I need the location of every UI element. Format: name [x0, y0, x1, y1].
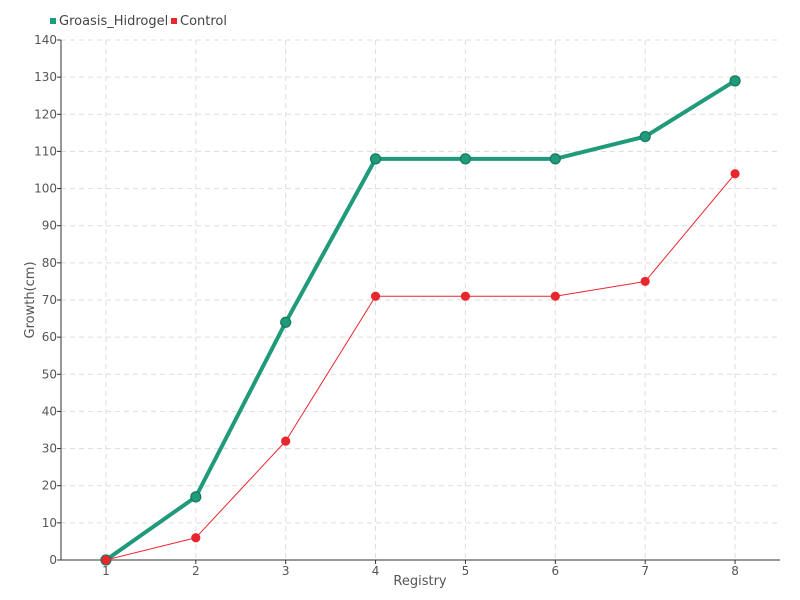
y-tick-label: 130	[34, 70, 57, 84]
data-point-control[interactable]	[640, 276, 650, 287]
y-tick-label: 10	[42, 516, 57, 530]
legend-swatch-control	[171, 18, 177, 24]
x-tick-label: 1	[102, 564, 110, 578]
data-point-control[interactable]	[191, 533, 201, 543]
data-point-groasis[interactable]	[190, 491, 202, 503]
data-point-groasis[interactable]	[369, 153, 382, 165]
y-tick-label: 140	[34, 33, 57, 47]
y-tick-label: 0	[49, 553, 57, 567]
series-line-control	[105, 173, 736, 561]
y-tick-label: 20	[42, 479, 57, 493]
y-axis-title: Growth(cm)	[23, 261, 38, 338]
y-tick-label: 110	[34, 144, 57, 158]
x-tick-label: 6	[551, 564, 559, 578]
grid	[61, 39, 780, 560]
y-tick-label: 50	[42, 367, 57, 381]
data-point-control[interactable]	[550, 291, 560, 301]
legend-item-control[interactable]: Control	[171, 14, 227, 29]
y-tick-label: 80	[42, 256, 57, 270]
data-point-control[interactable]	[730, 169, 740, 179]
x-tick-label: 7	[641, 564, 649, 578]
y-tick-label: 90	[42, 219, 57, 233]
data-point-control[interactable]	[370, 291, 381, 301]
legend-label-control: Control	[180, 14, 227, 29]
y-tick-label: 40	[42, 404, 57, 418]
y-ticks: 0 10 20 30 40 50 60 70 80 90 100 110 120 130 140	[34, 33, 61, 567]
data-point-groasis[interactable]	[729, 75, 741, 87]
data-point-control[interactable]	[101, 555, 111, 565]
legend-swatch-groasis	[50, 18, 56, 24]
data-point-groasis[interactable]	[280, 316, 292, 328]
x-tick-label: 4	[372, 564, 380, 578]
data-point-groasis[interactable]	[549, 153, 561, 165]
legend-label-groasis: Groasis_Hidrogel	[59, 14, 168, 29]
x-tick-label: 8	[731, 564, 739, 578]
data-point-groasis[interactable]	[639, 130, 651, 143]
series-layer	[100, 75, 741, 566]
data-point-groasis[interactable]	[459, 153, 472, 165]
y-tick-label: 30	[42, 442, 57, 456]
y-tick-label: 120	[34, 107, 57, 121]
legend[interactable]: Groasis_Hidrogel Control	[50, 14, 227, 29]
x-axis-title: Registry	[393, 574, 447, 589]
x-tick-label: 3	[282, 564, 290, 578]
x-tick-label: 5	[462, 564, 470, 578]
series-line-groasis	[103, 78, 738, 562]
x-tick-label: 2	[192, 564, 200, 578]
data-point-control[interactable]	[460, 291, 471, 301]
y-tick-label: 70	[42, 293, 57, 307]
y-tick-label: 60	[42, 330, 57, 344]
data-point-control[interactable]	[281, 436, 291, 446]
y-tick-label: 100	[34, 182, 57, 196]
legend-item-groasis[interactable]: Groasis_Hidrogel	[50, 14, 168, 29]
